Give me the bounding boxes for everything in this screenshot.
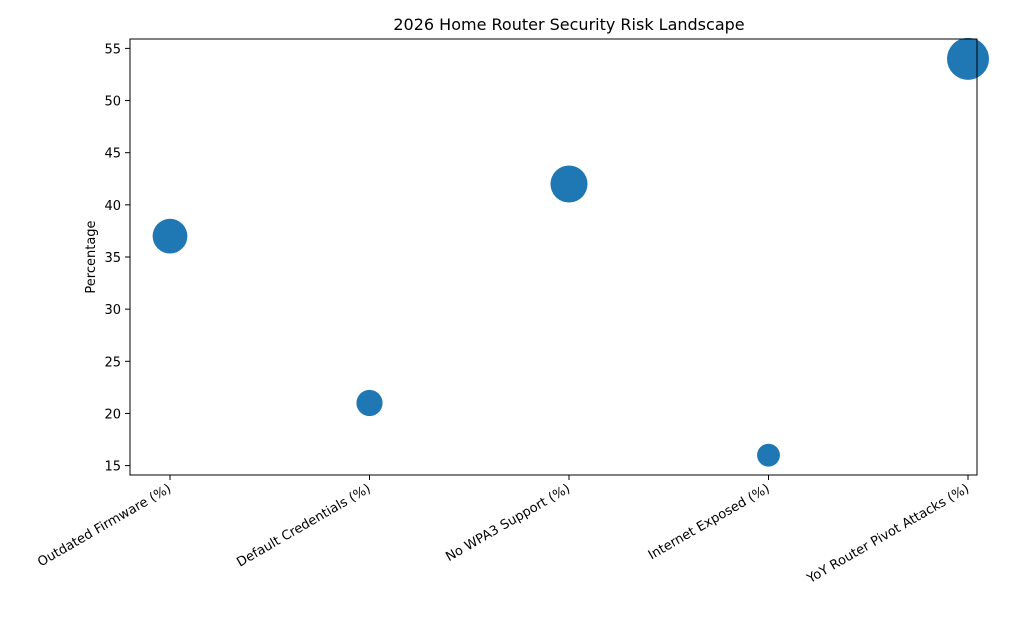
x-tick-label: Outdated Firmware (%) [35, 481, 174, 570]
y-tick-label: 40 [104, 199, 121, 214]
x-axis-ticks: Outdated Firmware (%) Default Credentials… [35, 475, 972, 587]
x-tick-label: YoY Router Pivot Attacks (%) [804, 481, 972, 587]
chart-title: 2026 Home Router Security Risk Landscape [393, 15, 744, 34]
y-tick-label: 50 [104, 95, 121, 110]
y-tick-label: 20 [104, 407, 121, 422]
y-tick-label: 30 [104, 303, 121, 318]
y-axis-label: Percentage [84, 220, 99, 293]
x-tick-label: Default Credentials (%) [234, 481, 373, 570]
y-tick-label: 55 [104, 42, 121, 57]
y-axis-ticks: 15 20 25 30 35 40 45 50 55 [104, 42, 130, 475]
data-point [550, 165, 588, 203]
data-point [356, 389, 383, 417]
x-tick-label: Internet Exposed (%) [646, 481, 773, 563]
y-tick-label: 15 [104, 460, 121, 475]
data-points [152, 37, 989, 467]
y-tick-label: 45 [104, 147, 121, 162]
data-point [152, 218, 188, 254]
plot-area-frame [129, 38, 978, 476]
y-tick-label: 25 [104, 355, 121, 370]
data-point [757, 443, 780, 467]
x-tick-label: No WPA3 Support (%) [443, 481, 573, 564]
y-tick-label: 35 [104, 251, 121, 266]
data-point [947, 37, 989, 80]
